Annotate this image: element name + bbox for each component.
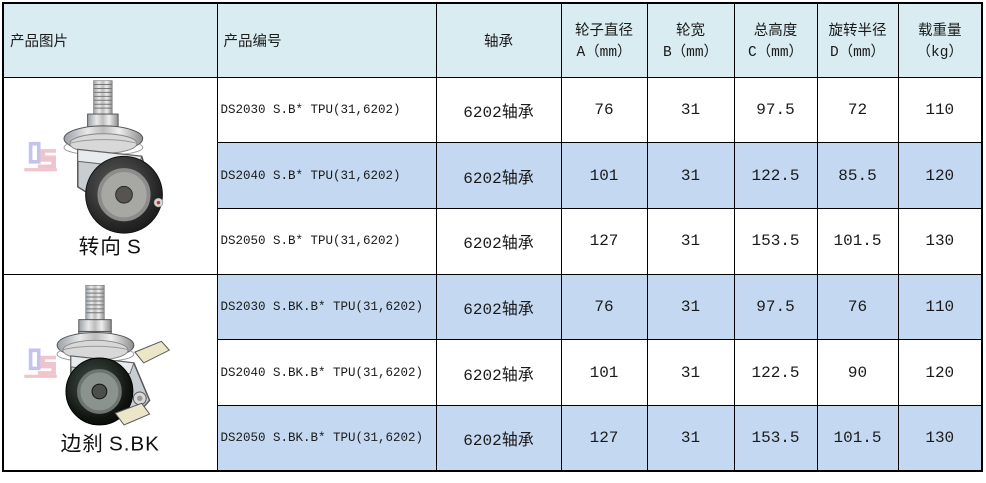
svg-text:边刹 S.BK: 边刹 S.BK [61, 432, 160, 455]
svg-text:转向 S: 转向 S [79, 235, 142, 258]
